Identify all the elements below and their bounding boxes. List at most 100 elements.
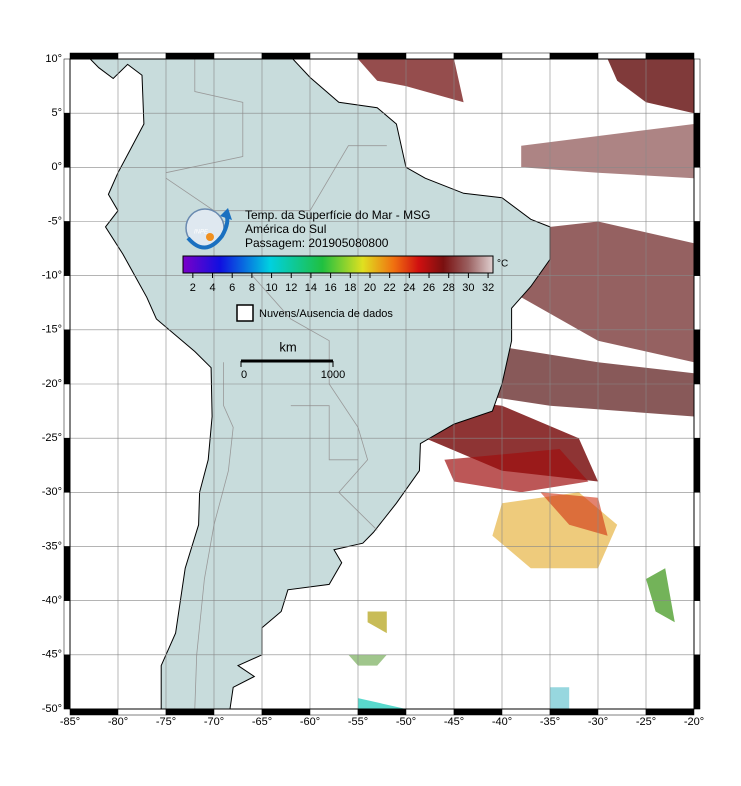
lat-label: -45° (42, 649, 62, 661)
frame-seg (63, 654, 71, 710)
colorbar-label: 20 (364, 282, 376, 294)
logo-dot (206, 233, 214, 241)
sst-patch (367, 611, 387, 634)
frame-seg (693, 58, 701, 114)
frame-seg (693, 221, 701, 276)
sst-patch (444, 449, 589, 493)
map-area (70, 59, 694, 709)
frame-seg (693, 546, 701, 601)
frame-seg (693, 600, 701, 656)
frame-seg (357, 708, 407, 716)
colorbar-label: 26 (423, 282, 435, 294)
frame-seg (213, 52, 263, 60)
sst-patch (348, 654, 387, 666)
frame-seg (165, 52, 215, 60)
frame-seg (69, 52, 119, 60)
lon-label: -45° (444, 716, 464, 728)
frame-seg (453, 708, 503, 716)
lat-label: -35° (42, 540, 62, 552)
frame-seg (549, 708, 599, 716)
lat-label: -10° (42, 270, 62, 282)
frame-seg (63, 275, 71, 331)
lat-label: -20° (42, 378, 62, 390)
lat-label: -5° (48, 215, 62, 227)
sst-patch (358, 698, 406, 709)
frame-seg (453, 52, 503, 60)
frame-seg (645, 52, 695, 60)
colorbar-label: 12 (285, 282, 297, 294)
frame-seg (693, 437, 701, 493)
overlay: 10° 5° 0° -5° -10° -15° -20° -25° -30° -35° -40° -4… (42, 52, 704, 728)
colorbar-label: 6 (229, 282, 235, 294)
frame-seg (693, 275, 701, 331)
lon-label: -25° (636, 716, 656, 728)
colorbar-label: 8 (249, 282, 255, 294)
country-border (165, 59, 244, 174)
logo-swirl (186, 213, 230, 250)
frame-seg (645, 708, 695, 716)
frame-seg (69, 708, 119, 716)
lon-label: -30° (588, 716, 608, 728)
frame-seg (597, 52, 647, 60)
lat-label: -40° (42, 595, 62, 607)
frame-seg (63, 383, 71, 439)
colorbar-label: 2 (190, 282, 196, 294)
lon-label: -60° (300, 716, 320, 728)
colorbar-label: 10 (265, 282, 277, 294)
lat-label: 0° (51, 161, 62, 173)
frame-seg (693, 329, 701, 385)
logo-text: INPE (194, 230, 209, 236)
frame-seg (549, 52, 599, 60)
lon-label: -85° (60, 716, 80, 728)
frame-seg (165, 708, 215, 716)
title-line: Passagem: 201905080800 (245, 236, 389, 250)
sst-patch (358, 59, 464, 103)
frame-seg (63, 492, 71, 547)
continent (89, 59, 551, 709)
colorbar-label: 22 (384, 282, 396, 294)
title-line: América do Sul (245, 222, 326, 236)
scale-label: 0 (241, 369, 247, 381)
lon-label: -50° (396, 716, 416, 728)
frame-seg (63, 58, 71, 114)
lon-label: -35° (540, 716, 560, 728)
colorbar-label: 4 (209, 282, 215, 294)
frame (69, 58, 695, 710)
frame-seg (309, 52, 359, 60)
frame-seg (693, 654, 701, 710)
colorbar-label: 16 (324, 282, 336, 294)
frame-seg (261, 52, 311, 60)
colorbar-label: 30 (462, 282, 474, 294)
lon-label: -20° (684, 716, 704, 728)
scale-title: km (279, 339, 296, 354)
sst-patch (646, 568, 675, 623)
frame-seg (693, 167, 701, 222)
colorbar (182, 255, 494, 274)
frame-seg (357, 52, 407, 60)
frame-seg (63, 112, 71, 168)
colorbar-label: 28 (443, 282, 455, 294)
colorbar-label: 32 (482, 282, 494, 294)
no-data-label: Nuvens/Ausencia de dados (259, 308, 393, 320)
frame-seg (63, 221, 71, 276)
frame-seg (63, 600, 71, 656)
lat-label: 5° (51, 107, 62, 119)
logo-arrow (220, 208, 232, 220)
frame-seg (213, 708, 263, 716)
colorbar-label: 14 (305, 282, 317, 294)
frame-seg (693, 492, 701, 547)
frame-seg (117, 708, 167, 716)
sst-patch (550, 687, 570, 709)
frame-seg (693, 383, 701, 439)
lat-label: -15° (42, 324, 62, 336)
lon-label: -80° (108, 716, 128, 728)
no-data-swatch (236, 304, 254, 322)
lon-label: -75° (156, 716, 176, 728)
frame-seg (405, 52, 455, 60)
lat-label: -25° (42, 432, 62, 444)
frame-seg (405, 708, 455, 716)
frame-seg (261, 708, 311, 716)
lat-label: -30° (42, 486, 62, 498)
frame-seg (501, 52, 551, 60)
